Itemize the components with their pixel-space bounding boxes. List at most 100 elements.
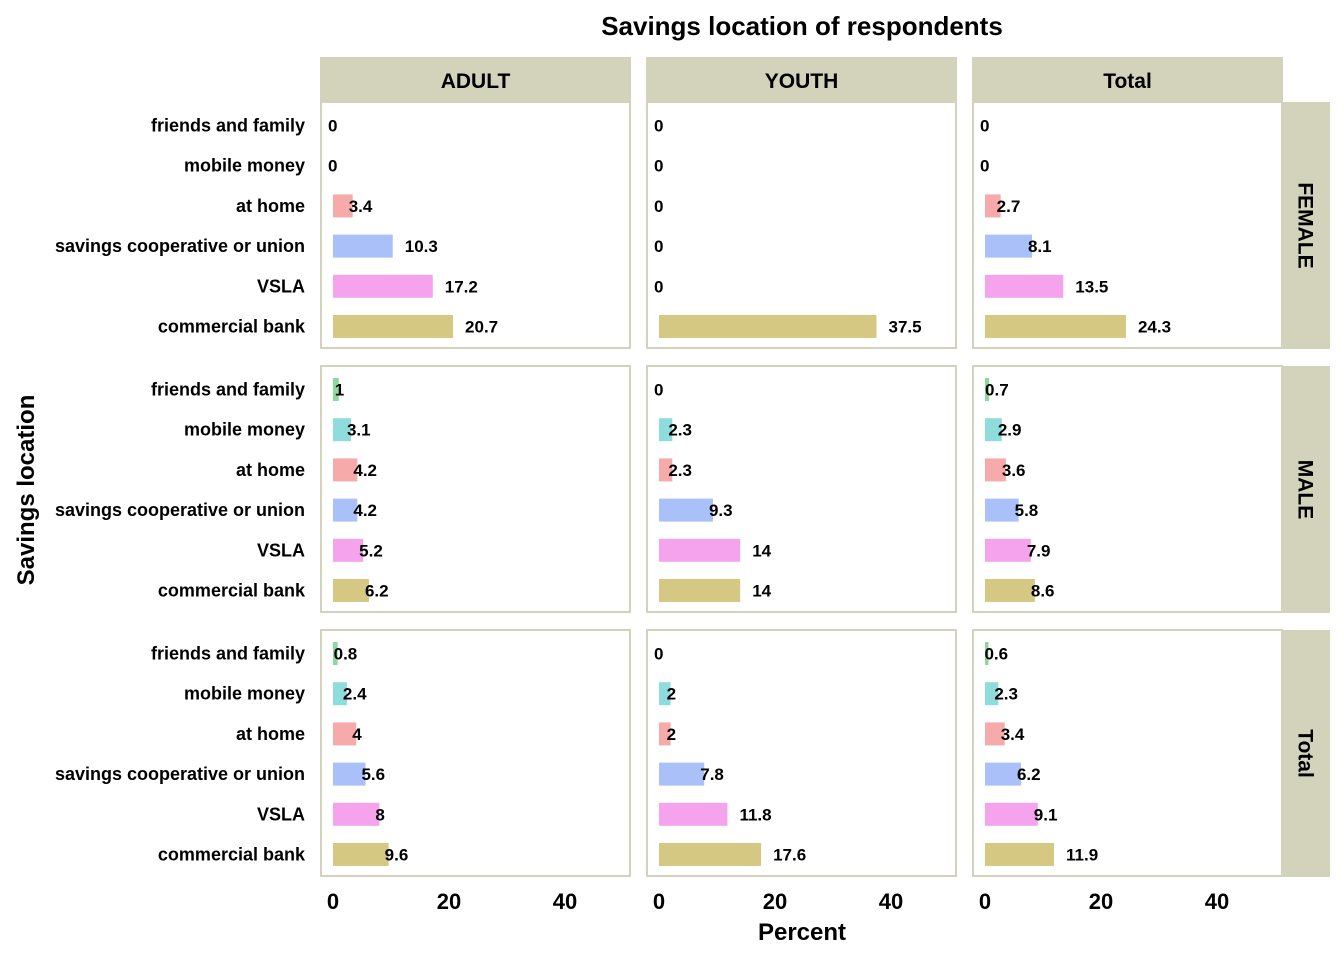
bar-mobile-money (333, 682, 347, 706)
bar-vsla (985, 802, 1038, 826)
data-label: 4.2 (353, 501, 377, 520)
bar-friends-and-family (985, 642, 989, 665)
row-strip-total (1283, 630, 1330, 877)
y-tick-label-commercial-bank: commercial bank (158, 317, 306, 337)
bar-mobile-money (333, 418, 351, 442)
data-label: 13.5 (1075, 277, 1108, 296)
bar-vsla (985, 274, 1064, 298)
data-label: 3.1 (347, 421, 371, 440)
x-tick-label: 40 (1205, 889, 1229, 914)
x-tick-label: 0 (327, 889, 339, 914)
bar-savings-cooperative-or-union (659, 498, 713, 522)
bar-friends-and-family (333, 642, 338, 665)
data-label: 6.2 (365, 582, 389, 601)
y-tick-label-mobile-money: mobile money (184, 420, 305, 440)
bar-at-home (333, 458, 358, 482)
data-label: 1 (335, 381, 344, 400)
data-label: 0 (328, 117, 337, 136)
row-strip-label: FEMALE (1294, 182, 1317, 268)
bar-commercial-bank (659, 315, 877, 338)
data-label: 4 (352, 725, 362, 744)
bar-mobile-money (985, 682, 999, 706)
y-tick-label-savings-cooperative-or-union: savings cooperative or union (55, 500, 305, 520)
y-axis-label: Savings location (13, 395, 40, 586)
data-label: 37.5 (889, 318, 922, 337)
data-label: 0 (654, 645, 663, 664)
panel-female-adult (320, 101, 631, 349)
x-tick-label: 0 (979, 889, 991, 914)
bar-at-home (333, 194, 353, 218)
bar-at-home (659, 458, 673, 482)
data-label: 11.9 (1066, 846, 1098, 865)
y-tick-label-friends-and-family: friends and family (151, 644, 305, 664)
y-tick-label-savings-cooperative-or-union: savings cooperative or union (55, 764, 305, 784)
data-label: 24.3 (1138, 318, 1171, 337)
panel-female-youth (646, 101, 957, 349)
panel-male-total (972, 365, 1283, 613)
data-label: 3.4 (349, 197, 373, 216)
bar-at-home (333, 722, 357, 746)
bar-savings-cooperative-or-union (985, 762, 1021, 786)
data-label: 14 (752, 541, 771, 560)
y-tick-label-at-home: at home (236, 196, 305, 216)
bar-vsla (659, 802, 728, 826)
bar-savings-cooperative-or-union (985, 498, 1019, 522)
y-tick-label-vsla: VSLA (257, 804, 305, 824)
bar-vsla (659, 538, 741, 562)
bar-commercial-bank (333, 315, 454, 338)
y-tick-label-mobile-money: mobile money (184, 156, 305, 176)
data-label: 8.6 (1031, 582, 1055, 601)
data-label: 0 (654, 157, 663, 176)
x-tick-label: 0 (653, 889, 665, 914)
panel-total-total (972, 629, 1283, 877)
data-label: 2.9 (998, 421, 1022, 440)
data-label: 4.2 (353, 461, 377, 480)
data-label: 17.2 (445, 277, 478, 296)
row-strip-label: MALE (1294, 460, 1317, 520)
row-strip-label: Total (1294, 729, 1317, 778)
bar-mobile-money (659, 418, 673, 442)
data-label: 0 (328, 157, 337, 176)
data-label: 5.8 (1015, 501, 1039, 520)
panels-layer: ADULT YOUTH Total FEMALE MALE Total friends an… (55, 57, 1330, 914)
bar-at-home (985, 458, 1006, 482)
data-label: 5.2 (359, 541, 383, 560)
bar-vsla (985, 538, 1031, 562)
data-label: 0 (654, 117, 663, 136)
y-tick-label-mobile-money: mobile money (184, 684, 305, 704)
column-strip-adult (320, 57, 631, 102)
data-label: 5.6 (361, 765, 385, 784)
bar-commercial-bank (985, 579, 1035, 602)
data-label: 10.3 (405, 237, 438, 256)
data-label: 9.1 (1034, 805, 1058, 824)
data-label: 0 (654, 381, 663, 400)
x-axis-label: Percent (758, 919, 846, 946)
data-label: 2 (667, 725, 676, 744)
data-label: 0.7 (985, 381, 1009, 400)
x-tick-label: 40 (553, 889, 577, 914)
y-tick-label-vsla: VSLA (257, 540, 305, 560)
bar-at-home (659, 722, 671, 746)
column-strip-youth (646, 57, 957, 102)
bar-at-home (985, 194, 1001, 218)
x-tick-label: 20 (763, 889, 787, 914)
row-strip-female (1283, 102, 1330, 349)
panel-male-youth (646, 365, 957, 613)
y-tick-label-at-home: at home (236, 460, 305, 480)
bar-savings-cooperative-or-union (333, 234, 393, 258)
y-tick-label-friends-and-family: friends and family (151, 380, 305, 400)
panel-male-adult (320, 365, 631, 613)
bar-friends-and-family (333, 378, 339, 401)
data-label: 14 (752, 582, 771, 601)
panel-total-adult (320, 629, 631, 877)
data-label: 2.4 (343, 685, 367, 704)
y-tick-label-friends-and-family: friends and family (151, 116, 305, 136)
row-strip-male (1283, 366, 1330, 613)
y-tick-label-vsla: VSLA (257, 276, 305, 296)
bar-commercial-bank (985, 315, 1126, 338)
data-label: 20.7 (465, 318, 498, 337)
data-label: 0 (654, 277, 663, 296)
bar-savings-cooperative-or-union (333, 498, 358, 522)
data-label: 8 (375, 805, 384, 824)
